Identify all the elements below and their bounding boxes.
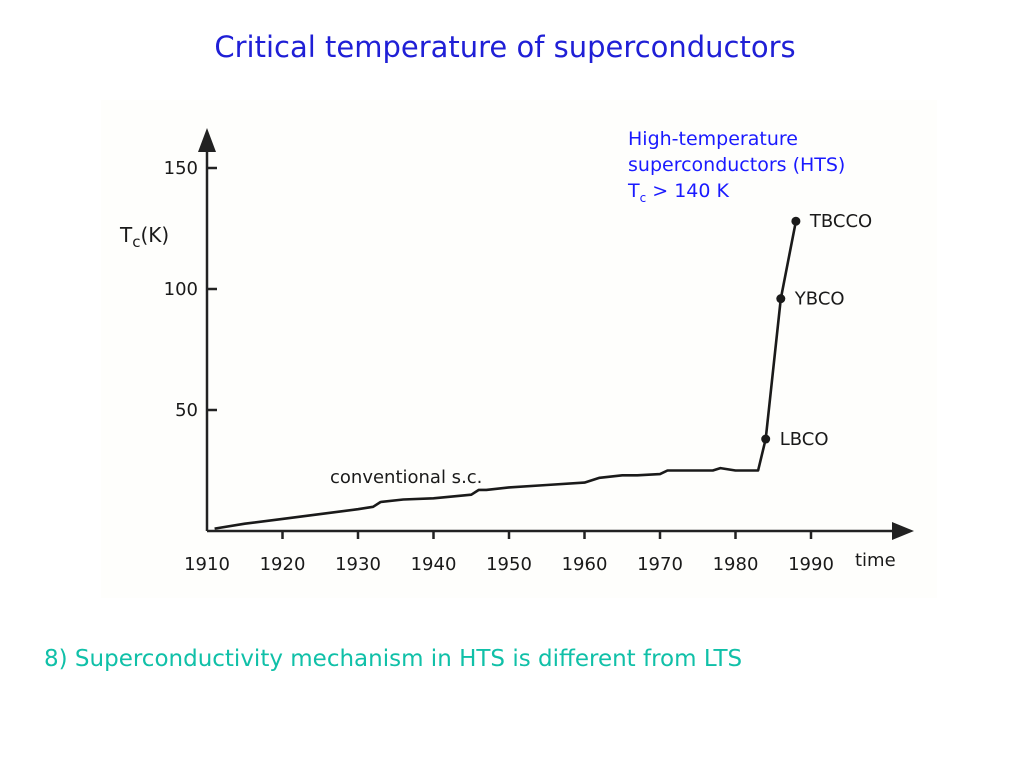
y-axis-label-sub: c	[132, 233, 140, 251]
x-tick-label: 1910	[184, 554, 230, 575]
y-axis-label: Tc(K)	[119, 223, 169, 251]
x-tick-label: 1960	[562, 554, 608, 575]
annotation-conventional-sc: conventional s.c.	[330, 467, 482, 488]
marker-label-lbco: LBCO	[780, 429, 829, 450]
x-tick-label: 1990	[788, 554, 834, 575]
y-axis-label-main: T	[119, 223, 133, 247]
y-axis-label-rest: (K)	[140, 223, 169, 247]
marker-lbco	[761, 434, 771, 444]
series	[214, 220, 798, 530]
marker-tbcco	[791, 216, 801, 226]
markers: conventional s.c. LBCO YBCO TBCCO	[330, 211, 872, 488]
hts-annotation: High-temperature superconductors (HTS) T…	[628, 126, 845, 211]
marker-ybco	[776, 294, 786, 304]
hts-tc-symbol: T	[628, 180, 640, 202]
x-axis-label: time	[855, 550, 896, 571]
x-tick-label: 1970	[637, 554, 683, 575]
footer-statement: 8) Superconductivity mechanism in HTS is…	[44, 646, 743, 672]
y-axis-arrowhead	[198, 128, 216, 152]
hts-tc-subscript: c	[639, 190, 647, 205]
x-tick-label: 1940	[411, 554, 457, 575]
tc-series-line	[214, 220, 798, 530]
marker-label-ybco: YBCO	[794, 289, 845, 310]
y-tick-label: 100	[164, 279, 198, 300]
hts-note-line2: superconductors (HTS)	[628, 154, 846, 176]
ticks: 1910 1920 1930 1940 1950 1960 1970 1980 1990 50 10…	[164, 158, 834, 575]
x-tick-label: 1920	[260, 554, 306, 575]
hts-tc-value: > 140 K	[646, 180, 729, 202]
y-tick-label: 150	[164, 158, 198, 179]
x-axis-arrowhead	[892, 522, 914, 540]
hts-note-line3: Tc > 140 K	[628, 178, 845, 211]
x-tick-label: 1980	[713, 554, 759, 575]
x-tick-label: 1950	[486, 554, 532, 575]
hts-note-line1: High-temperature	[628, 128, 798, 150]
marker-label-tbcco: TBCCO	[809, 211, 872, 232]
slide-title: Critical temperature of superconductors	[214, 30, 796, 64]
y-tick-label: 50	[175, 400, 198, 421]
figure-background	[101, 100, 937, 598]
axes	[198, 128, 914, 540]
x-tick-label: 1930	[335, 554, 381, 575]
